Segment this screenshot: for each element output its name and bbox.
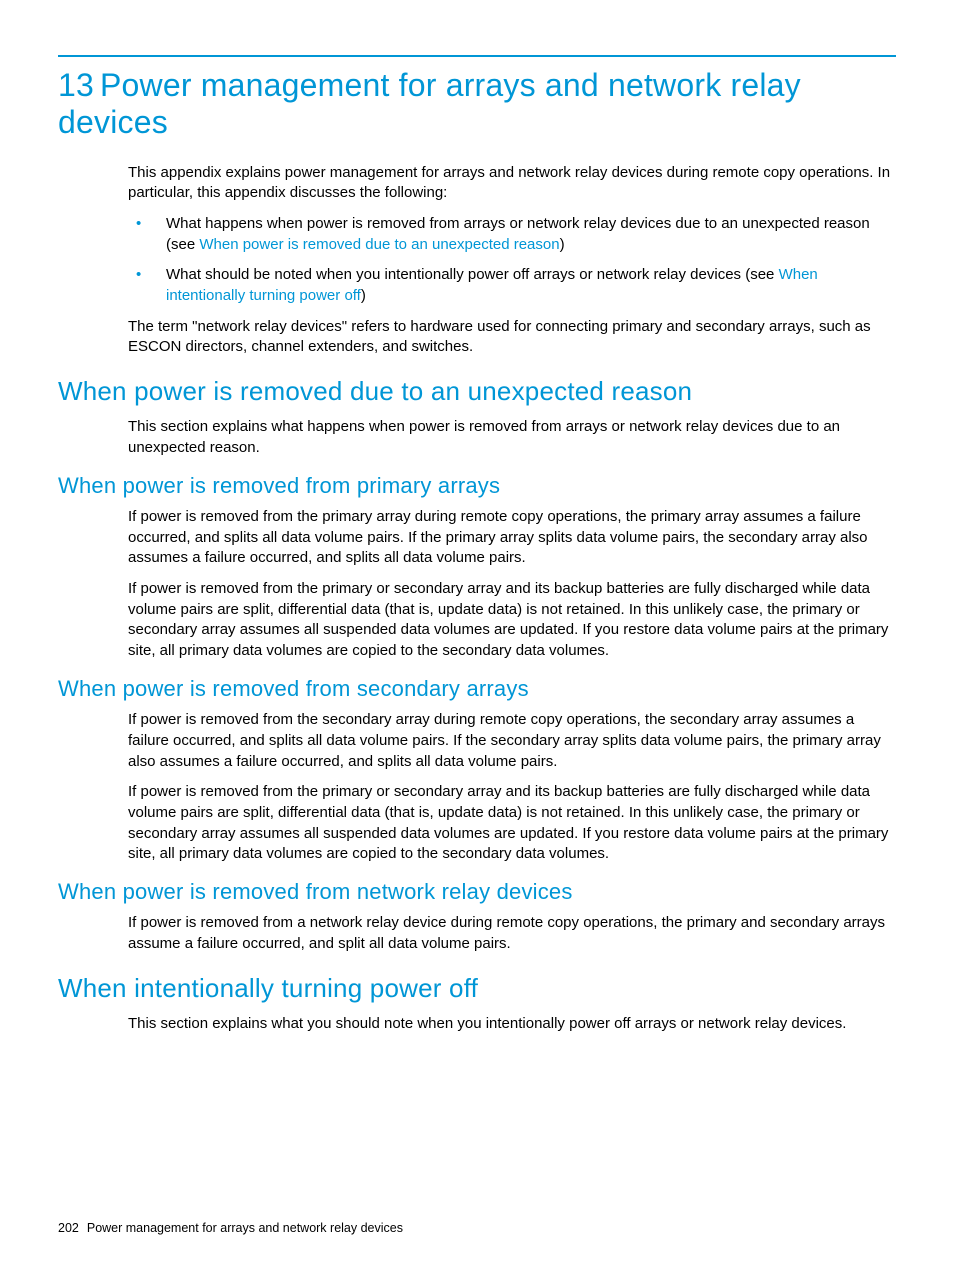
page-content: 13Power management for arrays and networ…: [0, 0, 954, 1035]
running-title: Power management for arrays and network …: [87, 1221, 403, 1235]
secondary-p2: If power is removed from the primary or …: [128, 782, 896, 865]
network-p1: If power is removed from a network relay…: [128, 913, 896, 954]
primary-block: If power is removed from the primary arr…: [128, 507, 896, 662]
chapter-title-text: Power management for arrays and network …: [58, 67, 801, 140]
bullet-item: What should be noted when you intentiona…: [128, 265, 896, 306]
bullet-item: What happens when power is removed from …: [128, 214, 896, 255]
bullet-text-post: ): [560, 236, 565, 253]
link-unexpected-reason[interactable]: When power is removed due to an unexpect…: [199, 236, 559, 253]
heading-unexpected: When power is removed due to an unexpect…: [58, 376, 896, 407]
unexpected-block: This section explains what happens when …: [128, 417, 896, 458]
intro-paragraph-1: This appendix explains power management …: [128, 163, 896, 204]
heading-network: When power is removed from network relay…: [58, 879, 896, 905]
secondary-block: If power is removed from the secondary a…: [128, 710, 896, 865]
page-number: 202: [58, 1221, 79, 1235]
intentional-block: This section explains what you should no…: [128, 1014, 896, 1035]
intro-paragraph-2: The term "network relay devices" refers …: [128, 317, 896, 358]
chapter-number: 13: [58, 67, 94, 104]
intentional-p1: This section explains what you should no…: [128, 1014, 896, 1035]
intro-block: This appendix explains power management …: [128, 163, 896, 359]
network-block: If power is removed from a network relay…: [128, 913, 896, 954]
heading-primary: When power is removed from primary array…: [58, 473, 896, 499]
page-footer: 202 Power management for arrays and netwo…: [58, 1221, 403, 1235]
primary-p2: If power is removed from the primary or …: [128, 579, 896, 662]
heading-secondary: When power is removed from secondary arr…: [58, 676, 896, 702]
heading-intentional: When intentionally turning power off: [58, 973, 896, 1004]
intro-bullets: What happens when power is removed from …: [128, 214, 896, 307]
unexpected-p1: This section explains what happens when …: [128, 417, 896, 458]
top-rule: [58, 55, 896, 57]
primary-p1: If power is removed from the primary arr…: [128, 507, 896, 569]
secondary-p1: If power is removed from the secondary a…: [128, 710, 896, 772]
bullet-text-post: ): [361, 287, 366, 304]
bullet-text-pre: What should be noted when you intentiona…: [166, 266, 779, 283]
chapter-title: 13Power management for arrays and networ…: [58, 67, 896, 141]
